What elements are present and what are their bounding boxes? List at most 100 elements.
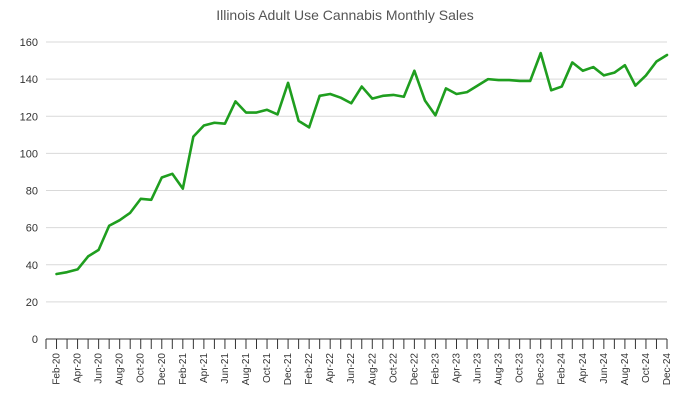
x-tick-label-Oct-20: Oct-20 xyxy=(136,353,147,383)
data-point-Mar-22 xyxy=(318,95,321,97)
data-point-Mar-20 xyxy=(66,271,68,273)
data-point-Jun-20 xyxy=(97,249,100,251)
data-point-Aug-21 xyxy=(245,111,247,114)
data-point-Sep-23 xyxy=(508,79,510,81)
data-point-Jan-24 xyxy=(550,89,553,92)
x-tick-label-Aug-22: Aug-22 xyxy=(367,353,378,386)
x-tick-label-Dec-21: Dec-21 xyxy=(283,353,294,386)
data-point-Feb-24 xyxy=(560,85,563,88)
y-tick-label-160: 160 xyxy=(20,37,38,49)
x-tick-label-Aug-23: Aug-23 xyxy=(494,353,505,386)
y-tick-label-80: 80 xyxy=(26,186,38,198)
x-tick-label-Dec-20: Dec-20 xyxy=(157,353,168,386)
x-tick-label-Oct-23: Oct-23 xyxy=(515,353,526,383)
y-tick-label-40: 40 xyxy=(26,260,38,272)
data-point-Jun-23 xyxy=(476,84,479,87)
data-point-Jan-21 xyxy=(171,172,174,175)
x-tick-label-Feb-21: Feb-21 xyxy=(178,353,189,385)
data-point-Mar-23 xyxy=(445,87,447,90)
x-tick-label-Feb-22: Feb-22 xyxy=(304,353,315,385)
data-point-Sep-20 xyxy=(129,211,132,214)
y-tick-label-140: 140 xyxy=(20,74,38,86)
data-point-Oct-24 xyxy=(645,74,647,77)
x-tick-label-Jun-24: Jun-24 xyxy=(599,353,610,384)
x-tick-label-Apr-20: Apr-20 xyxy=(73,353,84,383)
data-point-Oct-23 xyxy=(518,80,521,82)
data-point-Dec-21 xyxy=(287,82,289,84)
x-tick-label-Aug-20: Aug-20 xyxy=(115,353,126,386)
data-point-Sep-24 xyxy=(634,84,637,87)
data-point-Sep-21 xyxy=(255,111,258,114)
data-point-Dec-23 xyxy=(539,52,542,54)
x-tick-label-Feb-24: Feb-24 xyxy=(557,353,568,385)
data-point-Dec-24 xyxy=(666,54,668,56)
data-point-Nov-21 xyxy=(276,113,279,116)
x-tick-label-Jun-21: Jun-21 xyxy=(220,353,231,384)
data-point-Nov-22 xyxy=(403,95,405,98)
data-point-Dec-22 xyxy=(413,69,416,72)
y-axis-tick-labels: 0 20 40 60 80 100 120 140 160 xyxy=(20,37,38,346)
data-point-Jul-20 xyxy=(108,224,110,227)
data-point-Dec-20 xyxy=(160,176,163,179)
data-point-Jul-22 xyxy=(360,85,363,88)
data-point-Feb-20 xyxy=(55,273,58,275)
y-tick-label-0: 0 xyxy=(32,334,38,346)
x-tick-label-Dec-23: Dec-23 xyxy=(536,353,547,386)
data-point-Apr-20 xyxy=(76,268,79,271)
data-point-Apr-21 xyxy=(203,124,205,127)
y-tick-label-60: 60 xyxy=(26,223,38,235)
data-point-Feb-22 xyxy=(308,126,310,129)
y-tick-label-100: 100 xyxy=(20,148,38,160)
data-point-May-24 xyxy=(592,66,595,68)
x-tick-label-Dec-24: Dec-24 xyxy=(662,353,673,386)
x-axis-tick-labels: Feb-20 Apr-20 Jun-20 Aug-20 Oct-20 Dec-20 Feb-… xyxy=(52,353,673,386)
x-tick-label-Jun-20: Jun-20 xyxy=(94,353,105,384)
data-point-Oct-20 xyxy=(139,198,142,200)
data-point-Jan-22 xyxy=(297,120,300,122)
data-point-Nov-23 xyxy=(529,80,531,82)
data-point-Aug-20 xyxy=(118,219,121,221)
data-point-Oct-22 xyxy=(392,94,395,96)
data-point-Mar-24 xyxy=(571,61,574,64)
x-tick-label-Oct-22: Oct-22 xyxy=(388,353,399,383)
x-axis-ticks xyxy=(45,339,668,349)
x-tick-label-Jun-23: Jun-23 xyxy=(473,353,484,384)
data-point-Jul-24 xyxy=(613,71,616,74)
data-point-Jul-23 xyxy=(487,78,489,80)
data-point-Mar-21 xyxy=(192,135,195,138)
x-tick-label-Oct-21: Oct-21 xyxy=(262,353,273,383)
data-point-Aug-23 xyxy=(497,79,500,81)
data-point-Jul-21 xyxy=(234,100,237,103)
data-point-Jun-21 xyxy=(224,122,226,125)
y-tick-label-20: 20 xyxy=(26,297,38,309)
data-point-Oct-21 xyxy=(266,108,268,111)
data-point-Nov-24 xyxy=(655,60,658,63)
series-layer xyxy=(55,51,669,276)
data-point-Apr-22 xyxy=(329,93,331,95)
data-point-Aug-22 xyxy=(371,97,374,100)
chart-title: Illinois Adult Use Cannabis Monthly Sale… xyxy=(216,7,474,23)
data-point-Aug-24 xyxy=(624,64,626,67)
gridlines xyxy=(46,41,667,340)
data-point-Feb-23 xyxy=(434,114,437,117)
x-tick-label-Aug-24: Aug-24 xyxy=(620,353,631,386)
x-tick-label-Apr-24: Apr-24 xyxy=(578,353,589,383)
data-point-May-21 xyxy=(213,121,216,124)
x-tick-label-Feb-20: Feb-20 xyxy=(52,353,63,385)
data-point-Jun-22 xyxy=(350,102,353,105)
data-point-Jun-24 xyxy=(603,74,605,77)
data-point-Jan-23 xyxy=(424,99,426,102)
data-point-Feb-21 xyxy=(182,187,184,190)
x-tick-label-Apr-23: Apr-23 xyxy=(451,353,462,383)
x-tick-label-Oct-24: Oct-24 xyxy=(641,353,652,383)
data-point-Apr-24 xyxy=(581,69,584,72)
x-tick-label-Dec-22: Dec-22 xyxy=(409,353,420,386)
x-tick-label-Feb-23: Feb-23 xyxy=(430,353,441,385)
data-point-May-22 xyxy=(339,96,342,99)
x-tick-label-Apr-21: Apr-21 xyxy=(199,353,210,383)
x-tick-label-Apr-22: Apr-22 xyxy=(325,353,336,383)
data-point-May-23 xyxy=(466,91,468,93)
x-tick-label-Jun-22: Jun-22 xyxy=(346,353,357,384)
